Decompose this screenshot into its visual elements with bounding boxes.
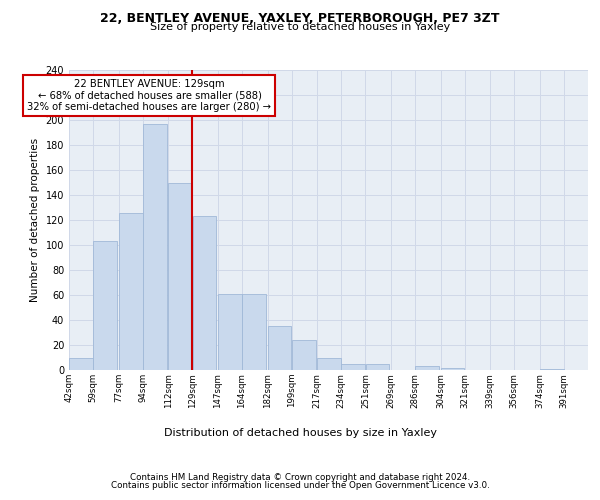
Bar: [169, 182, 192, 370]
Text: Distribution of detached houses by size in Yaxley: Distribution of detached houses by size …: [163, 428, 437, 438]
Bar: [415, 366, 439, 370]
Text: Contains public sector information licensed under the Open Government Licence v3: Contains public sector information licen…: [110, 481, 490, 490]
Bar: [94, 242, 117, 370]
Text: 22 BENTLEY AVENUE: 129sqm
← 68% of detached houses are smaller (588)
32% of semi: 22 BENTLEY AVENUE: 129sqm ← 68% of detac…: [28, 79, 271, 112]
Bar: [242, 294, 266, 370]
Bar: [540, 369, 563, 370]
Y-axis label: Number of detached properties: Number of detached properties: [30, 138, 40, 302]
Bar: [317, 358, 341, 370]
Bar: [268, 326, 292, 370]
Bar: [341, 364, 365, 370]
Text: 22, BENTLEY AVENUE, YAXLEY, PETERBOROUGH, PE7 3ZT: 22, BENTLEY AVENUE, YAXLEY, PETERBOROUGH…: [100, 12, 500, 26]
Bar: [441, 368, 464, 370]
Bar: [119, 212, 143, 370]
Bar: [193, 216, 216, 370]
Bar: [143, 124, 167, 370]
Bar: [69, 358, 93, 370]
Bar: [218, 294, 242, 370]
Bar: [365, 364, 389, 370]
Text: Contains HM Land Registry data © Crown copyright and database right 2024.: Contains HM Land Registry data © Crown c…: [130, 472, 470, 482]
Bar: [292, 340, 316, 370]
Text: Size of property relative to detached houses in Yaxley: Size of property relative to detached ho…: [150, 22, 450, 32]
